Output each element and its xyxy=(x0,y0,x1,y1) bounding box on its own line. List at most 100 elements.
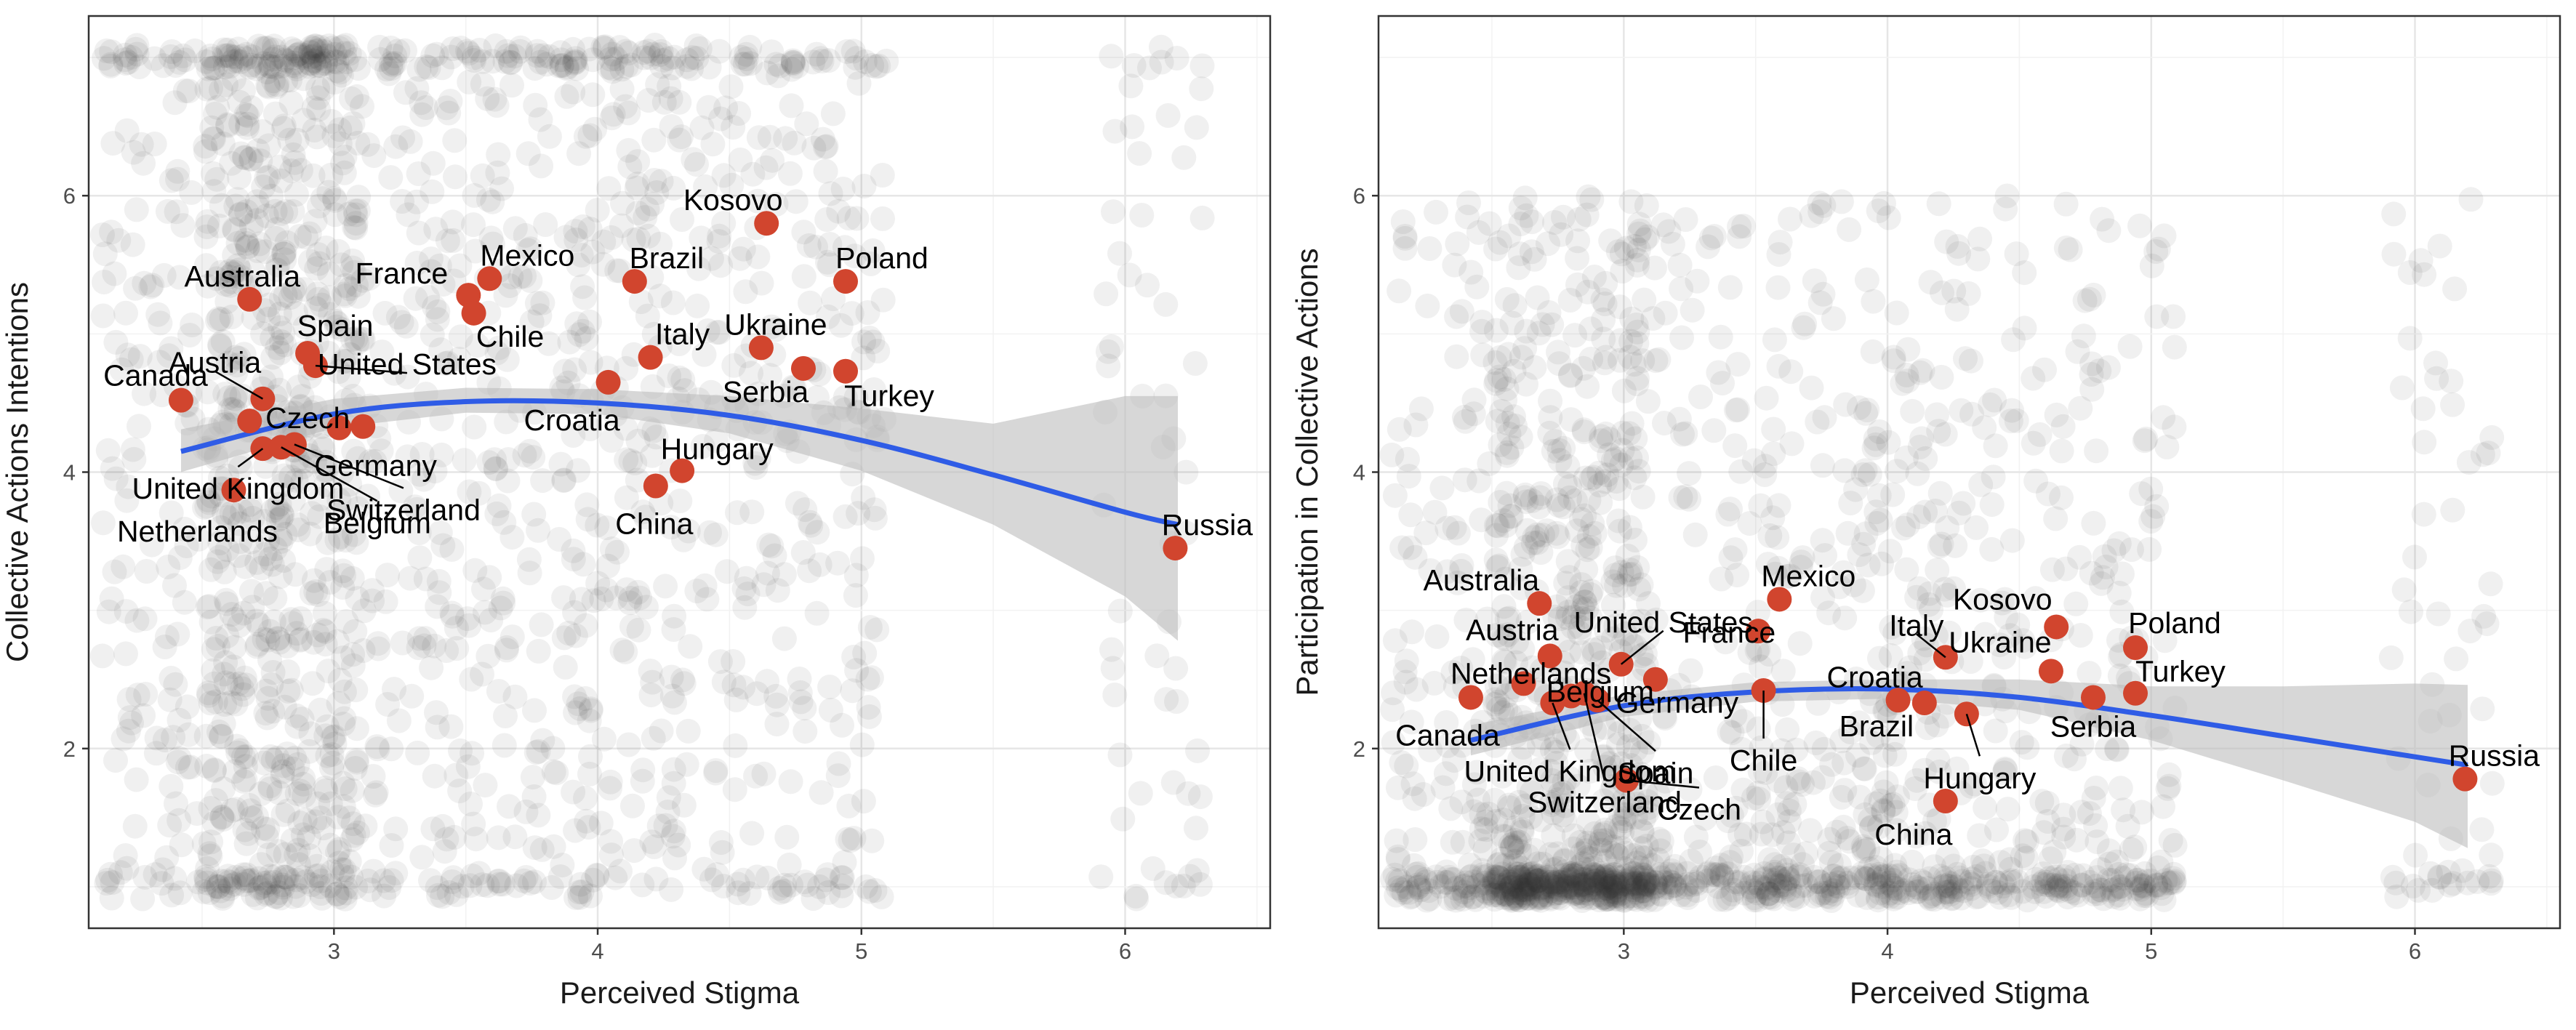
response-point xyxy=(90,510,116,536)
country-label: Czech xyxy=(265,401,350,435)
response-point xyxy=(265,252,291,278)
response-point xyxy=(478,225,504,251)
response-point xyxy=(853,874,878,899)
response-point xyxy=(1894,362,1919,387)
response-point xyxy=(726,101,752,126)
response-point xyxy=(1854,267,1879,292)
response-point xyxy=(377,875,402,900)
response-point xyxy=(413,626,438,651)
response-point xyxy=(826,198,851,224)
response-point xyxy=(200,126,225,151)
response-point xyxy=(345,446,371,471)
country-label: Germany xyxy=(1616,686,1739,720)
response-point xyxy=(1723,398,1749,423)
response-point xyxy=(345,198,371,223)
response-point xyxy=(537,124,562,149)
response-point xyxy=(361,858,386,884)
response-point xyxy=(758,363,783,388)
response-point xyxy=(254,60,280,85)
response-point xyxy=(518,268,543,293)
response-point xyxy=(306,38,332,63)
response-point xyxy=(711,874,737,899)
response-point xyxy=(553,225,579,250)
response-point xyxy=(836,793,862,818)
response-point xyxy=(246,33,271,59)
response-point xyxy=(603,865,628,890)
response-point xyxy=(2406,877,2431,903)
response-point xyxy=(99,220,124,245)
response-point xyxy=(154,624,180,650)
response-point xyxy=(305,124,330,150)
response-point xyxy=(297,54,322,79)
response-point xyxy=(576,815,601,840)
response-point xyxy=(609,76,635,102)
response-point xyxy=(721,353,747,378)
response-point xyxy=(1909,426,1935,451)
response-point xyxy=(684,46,710,71)
response-point xyxy=(209,259,234,285)
response-point xyxy=(524,291,550,316)
response-point xyxy=(601,102,626,127)
response-point xyxy=(270,874,296,900)
response-point xyxy=(783,189,808,214)
country-label: Poland xyxy=(2128,606,2221,640)
response-point xyxy=(809,49,835,74)
response-point xyxy=(856,704,882,729)
response-point xyxy=(1619,306,1645,331)
response-point xyxy=(1422,499,1448,525)
response-point xyxy=(536,331,561,356)
response-point xyxy=(1464,274,1490,299)
response-point xyxy=(662,845,687,871)
response-point xyxy=(708,253,734,278)
response-point xyxy=(283,562,308,587)
response-point xyxy=(217,876,242,901)
response-point xyxy=(462,414,487,440)
response-point xyxy=(159,665,184,691)
response-point xyxy=(598,225,624,250)
response-point xyxy=(211,711,236,736)
response-point xyxy=(595,553,621,579)
response-point xyxy=(256,306,281,331)
response-point xyxy=(699,246,724,271)
response-point xyxy=(732,595,758,620)
response-point xyxy=(238,492,263,518)
response-point xyxy=(1677,461,1702,486)
response-point xyxy=(828,313,854,338)
response-point xyxy=(2162,334,2187,360)
response-point xyxy=(661,175,686,201)
response-point xyxy=(1127,141,1152,166)
country-point-brazil xyxy=(1911,691,1937,716)
response-point xyxy=(194,870,220,896)
response-point xyxy=(223,383,249,409)
response-point xyxy=(2410,396,2436,422)
response-point xyxy=(675,518,701,544)
response-point xyxy=(267,154,292,180)
response-point xyxy=(817,675,843,700)
response-point xyxy=(531,43,555,68)
response-point xyxy=(383,816,409,842)
response-point xyxy=(196,487,221,512)
response-point xyxy=(2043,506,2069,531)
response-point xyxy=(1095,339,1120,364)
response-point xyxy=(184,801,209,826)
response-point xyxy=(756,532,782,558)
response-point xyxy=(99,885,124,911)
response-point xyxy=(350,94,374,119)
response-point xyxy=(196,680,221,706)
response-point xyxy=(412,633,437,659)
x-tick-label: 3 xyxy=(328,938,340,964)
response-point xyxy=(425,715,450,740)
response-point xyxy=(780,49,806,75)
response-point xyxy=(201,637,226,662)
response-point xyxy=(418,868,443,893)
response-point xyxy=(222,607,248,632)
response-point xyxy=(659,683,685,709)
response-point xyxy=(830,865,855,890)
response-point xyxy=(413,566,438,592)
response-point xyxy=(466,861,491,886)
response-point xyxy=(832,850,857,875)
response-point xyxy=(217,397,243,422)
response-point xyxy=(492,49,518,74)
response-point xyxy=(1102,683,1128,707)
response-point xyxy=(1482,691,1507,717)
